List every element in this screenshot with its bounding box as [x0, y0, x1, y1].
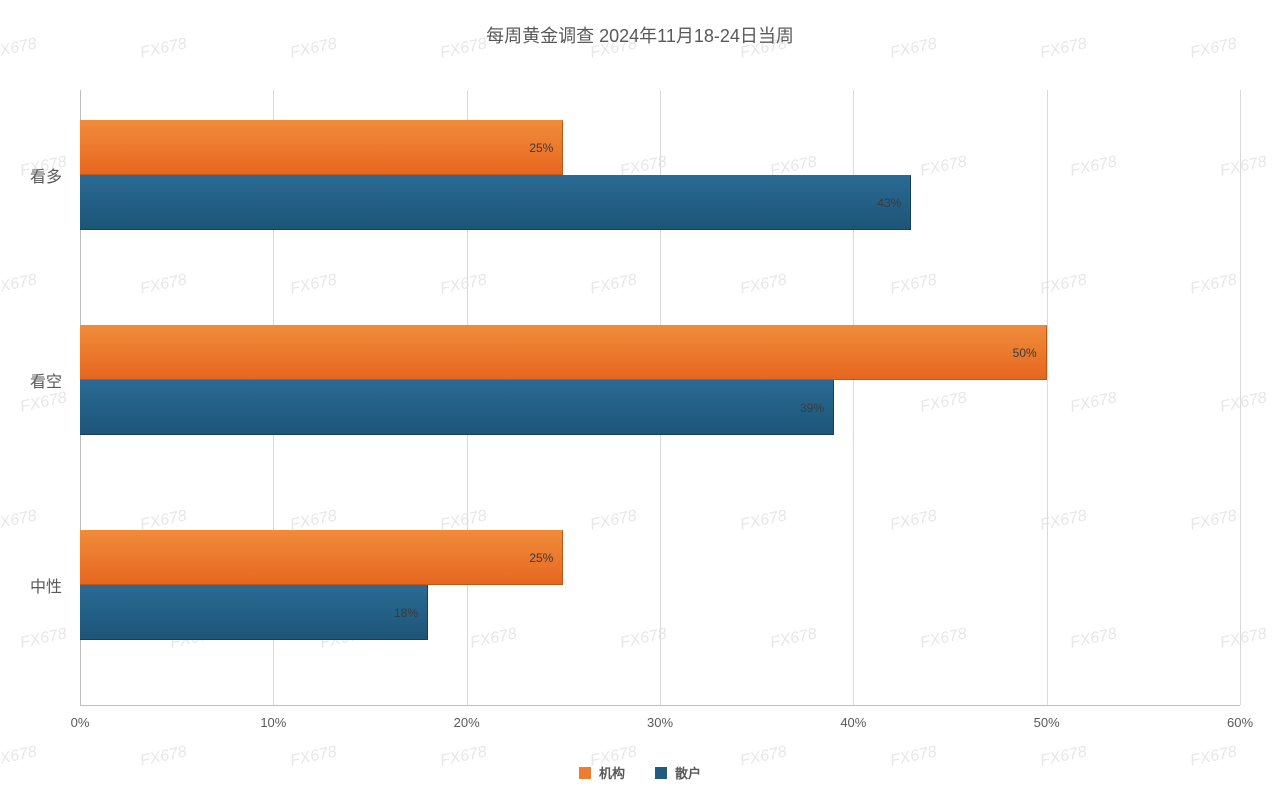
- legend-item: 散户: [655, 763, 701, 782]
- watermark: FX678: [19, 389, 69, 416]
- watermark: FX678: [0, 743, 38, 770]
- legend-label: 散户: [675, 763, 701, 782]
- y-category-label: 中性: [0, 573, 62, 597]
- gridline: [1240, 90, 1241, 705]
- watermark: FX678: [889, 743, 939, 770]
- chart-container: FX678 FX678 FX678 FX678 FX678 FX678 FX678 FX678…: [0, 0, 1280, 800]
- x-axis-line: [80, 705, 1240, 706]
- watermark: FX678: [1189, 743, 1239, 770]
- x-tick-label: 50%: [1034, 715, 1060, 730]
- watermark: FX678: [439, 743, 489, 770]
- x-tick-label: 0%: [71, 715, 90, 730]
- x-tick-label: 10%: [260, 715, 286, 730]
- watermark: FX678: [0, 271, 38, 298]
- x-tick-label: 60%: [1227, 715, 1253, 730]
- y-category-label: 看多: [0, 163, 62, 187]
- bar-机构: [80, 120, 563, 175]
- bar-散户: [80, 380, 834, 435]
- watermark: FX678: [1039, 743, 1089, 770]
- x-tick-label: 20%: [454, 715, 480, 730]
- watermark: FX678: [139, 743, 189, 770]
- bar-散户: [80, 175, 911, 230]
- plot-area: 25% 43% 50% 39% 25% 18%: [80, 90, 1240, 705]
- legend-item: 机构: [579, 763, 625, 782]
- watermark: FX678: [0, 507, 38, 534]
- x-tick-label: 30%: [647, 715, 673, 730]
- bar-value-label: 18%: [394, 606, 418, 620]
- legend-label: 机构: [599, 763, 625, 782]
- bar-机构: [80, 325, 1047, 380]
- watermark: FX678: [289, 743, 339, 770]
- legend-swatch: [655, 767, 667, 779]
- bar-value-label: 25%: [529, 141, 553, 155]
- bar-散户: [80, 585, 428, 640]
- bar-机构: [80, 530, 563, 585]
- legend: 机构 散户: [579, 763, 701, 782]
- legend-swatch: [579, 767, 591, 779]
- x-tick-label: 40%: [840, 715, 866, 730]
- bar-value-label: 25%: [529, 551, 553, 565]
- watermark: FX678: [739, 743, 789, 770]
- chart-title: 每周黄金调查 2024年11月18-24日当周: [0, 22, 1280, 48]
- gridline: [1047, 90, 1048, 705]
- bar-value-label: 43%: [877, 196, 901, 210]
- y-category-label: 看空: [0, 368, 62, 392]
- bar-value-label: 50%: [1013, 346, 1037, 360]
- bar-value-label: 39%: [800, 401, 824, 415]
- watermark: FX678: [19, 625, 69, 652]
